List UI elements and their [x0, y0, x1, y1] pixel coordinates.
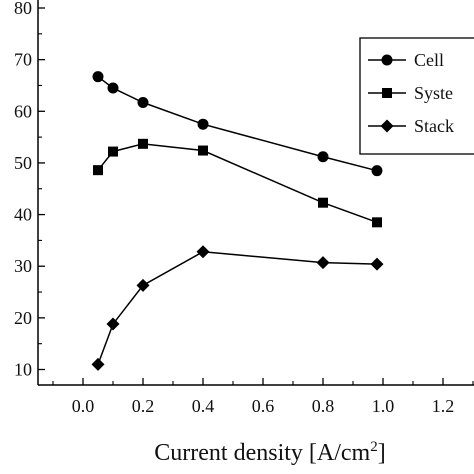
data-point: [198, 145, 208, 156]
data-point: [197, 118, 209, 130]
series-syste: [93, 138, 382, 228]
series-stack: [91, 245, 384, 371]
legend-label: Cell: [414, 50, 444, 70]
y-tick-label: 30: [14, 256, 32, 276]
legend-label: Stack: [414, 116, 454, 136]
series-line: [97, 76, 378, 172]
x-tick-label: 0.0: [72, 396, 95, 416]
x-tick-label: 0.4: [192, 396, 215, 416]
y-tick-label: 60: [14, 101, 32, 121]
x-tick-label: 1.2: [432, 396, 455, 416]
series-cell: [92, 71, 383, 177]
data-point: [93, 165, 103, 176]
x-tick-label: 0.6: [252, 396, 275, 416]
x-axis-title: Current density [A/cm2]: [154, 439, 385, 466]
y-tick-label: 20: [14, 308, 32, 328]
series-layer: [91, 71, 384, 371]
data-point: [317, 151, 329, 163]
y-tick-label: 70: [14, 50, 32, 70]
x-tick-label: 0.8: [312, 396, 335, 416]
legend-box: [359, 37, 474, 155]
data-point: [316, 256, 330, 270]
y-tick-label: 80: [14, 0, 32, 18]
data-point: [92, 71, 104, 83]
data-point: [196, 245, 210, 259]
data-point: [372, 217, 382, 228]
data-point: [138, 138, 148, 149]
y-tick-label: 10: [14, 360, 32, 380]
plot-axes: 0.0 0.2 0.4 0.6 0.8 1.0 1.2 10 20 30 40 50 60 70 80: [14, 0, 474, 416]
legend-marker: [382, 88, 392, 98]
data-point: [371, 165, 383, 177]
y-tick-label: 50: [14, 153, 32, 173]
data-point: [107, 82, 119, 94]
x-tick-label: 0.2: [132, 396, 155, 416]
data-point: [370, 257, 384, 271]
data-point: [108, 146, 118, 157]
legend: Cell Syste Stack: [359, 37, 474, 155]
data-point: [318, 197, 328, 208]
data-point: [136, 278, 150, 292]
legend-label: Syste: [414, 83, 453, 103]
legend-marker: [380, 119, 394, 133]
series-line: [97, 250, 378, 365]
data-point: [91, 357, 105, 371]
data-point: [137, 97, 149, 109]
y-tick-label: 40: [14, 205, 32, 225]
x-tick-label: 1.0: [372, 396, 395, 416]
legend-marker: [381, 54, 393, 66]
series-line: [97, 143, 378, 224]
data-point: [106, 317, 120, 331]
